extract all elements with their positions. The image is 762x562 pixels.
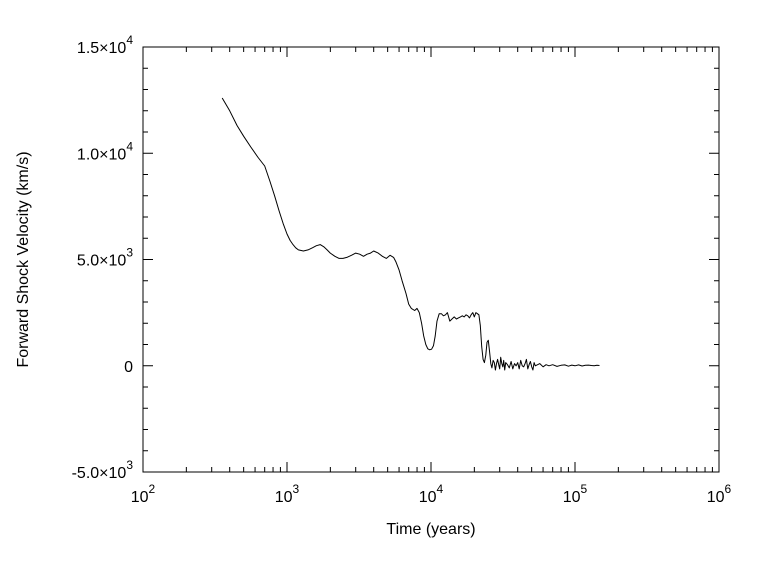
ticks-layer	[142, 46, 720, 473]
tick-labels-layer: 102 103 104 105 106 -5.0×103 0 5.0×103 1.0×104 1.…	[72, 33, 732, 506]
y-axis-label: Forward Shock Velocity (km/s)	[15, 151, 32, 367]
x-tick-label: 105	[563, 482, 588, 506]
series-line	[221, 97, 600, 371]
plot-frame	[142, 46, 720, 473]
x-tick-label: 102	[131, 482, 156, 506]
x-tick-label: 104	[419, 482, 444, 506]
x-axis-label: Time (years)	[386, 521, 475, 538]
y-tick-label: -5.0×103	[72, 458, 134, 482]
y-tick-label: 0	[124, 359, 133, 376]
x-tick-label: 103	[275, 482, 300, 506]
x-tick-label: 106	[707, 482, 732, 506]
y-tick-label: 1.5×104	[77, 33, 133, 57]
y-tick-label: 5.0×103	[77, 246, 133, 270]
y-tick-label: 1.0×104	[77, 139, 133, 163]
